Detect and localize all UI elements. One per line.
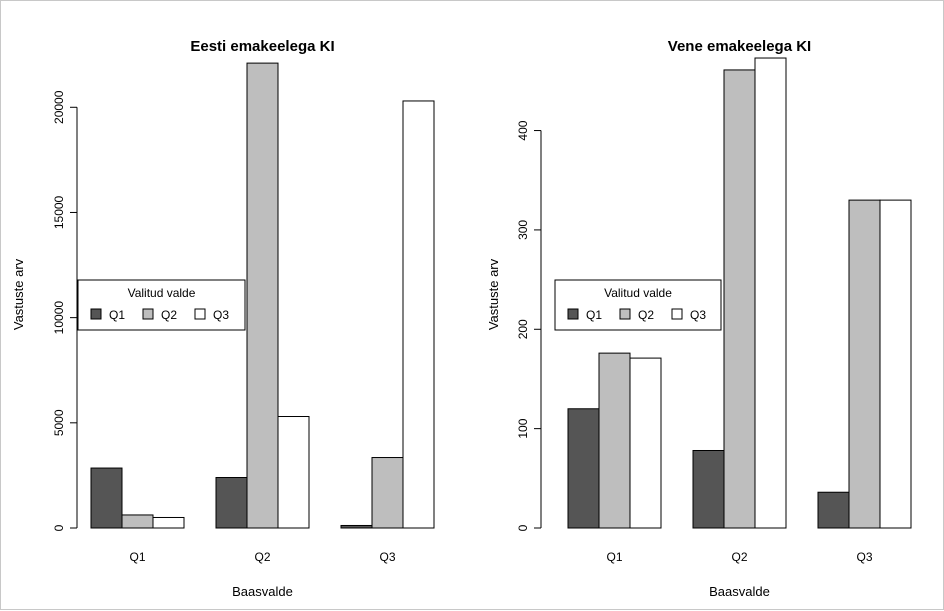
y-tick-label: 400 xyxy=(516,120,530,140)
y-tick-label: 20000 xyxy=(52,90,66,124)
bar-q2-q1 xyxy=(598,352,631,529)
legend-entry-q3: Q3 xyxy=(690,308,706,322)
y-tick-label: 0 xyxy=(52,524,66,531)
chart-panel-2: Vene emakeelega KI 0 100 200 300 400 Vastuste … xyxy=(486,38,912,599)
bar-q2-q2 xyxy=(246,62,279,529)
legend-box xyxy=(554,279,722,331)
bar-q3-q1 xyxy=(629,357,662,529)
legend-entry-q1: Q1 xyxy=(109,308,125,322)
legend-entry-q1: Q1 xyxy=(586,308,602,322)
bar-q2-q1 xyxy=(121,514,154,529)
x-category-label: Q1 xyxy=(606,550,622,564)
legend-swatch-q1 xyxy=(90,308,102,320)
chart-panel-1: Eesti emakeelega KI 0 5000 10000 15000 20000 V… xyxy=(11,38,435,599)
x-axis-label: Baasvalde xyxy=(709,584,770,599)
y-axis-label: Vastuste arv xyxy=(486,258,501,330)
x-category-label: Q2 xyxy=(254,550,270,564)
bar-q2-q3 xyxy=(848,199,881,529)
bar-q3-q3 xyxy=(402,100,435,529)
legend-title: Valitud valde xyxy=(128,286,196,300)
legend-swatch-q2 xyxy=(619,308,631,320)
bar-q1-q2 xyxy=(215,477,248,529)
legend-swatch-q3 xyxy=(671,308,683,320)
y-tick-label: 200 xyxy=(516,319,530,339)
legend-title: Valitud valde xyxy=(604,286,672,300)
bar-q2-q3 xyxy=(371,457,404,529)
y-tick-label: 10000 xyxy=(52,301,66,335)
legend-swatch-q2 xyxy=(142,308,154,320)
x-category-label: Q1 xyxy=(129,550,145,564)
bar-q1-q2 xyxy=(692,449,725,529)
bar-q1-q3 xyxy=(340,524,373,529)
y-tick-label: 300 xyxy=(516,220,530,240)
bar-q3-q2 xyxy=(754,57,787,529)
bar-q1-q1 xyxy=(567,408,600,529)
x-category-label: Q3 xyxy=(379,550,395,564)
legend-entry-q3: Q3 xyxy=(213,308,229,322)
bar-q3-q2 xyxy=(277,416,310,529)
legend-swatch-q1 xyxy=(567,308,579,320)
legend-swatch-q3 xyxy=(194,308,206,320)
legend-entry-q2: Q2 xyxy=(638,308,654,322)
y-tick-label: 15000 xyxy=(52,195,66,229)
x-category-label: Q2 xyxy=(731,550,747,564)
x-category-label: Q3 xyxy=(856,550,872,564)
y-tick-label: 100 xyxy=(516,418,530,438)
y-axis-label: Vastuste arv xyxy=(11,258,26,330)
bar-q3-q1 xyxy=(152,516,185,529)
legend-entry-q2: Q2 xyxy=(161,308,177,322)
bar-q1-q3 xyxy=(817,491,850,529)
bar-q2-q2 xyxy=(723,69,756,529)
chart-title: Eesti emakeelega KI xyxy=(190,38,334,55)
legend-box xyxy=(77,279,246,331)
chart-title: Vene emakeelega KI xyxy=(668,38,811,55)
bar-q3-q3 xyxy=(879,199,912,529)
y-tick-label: 5000 xyxy=(52,409,66,436)
y-tick-label: 0 xyxy=(516,524,530,531)
x-axis-label: Baasvalde xyxy=(232,584,293,599)
bar-q1-q1 xyxy=(90,467,123,529)
